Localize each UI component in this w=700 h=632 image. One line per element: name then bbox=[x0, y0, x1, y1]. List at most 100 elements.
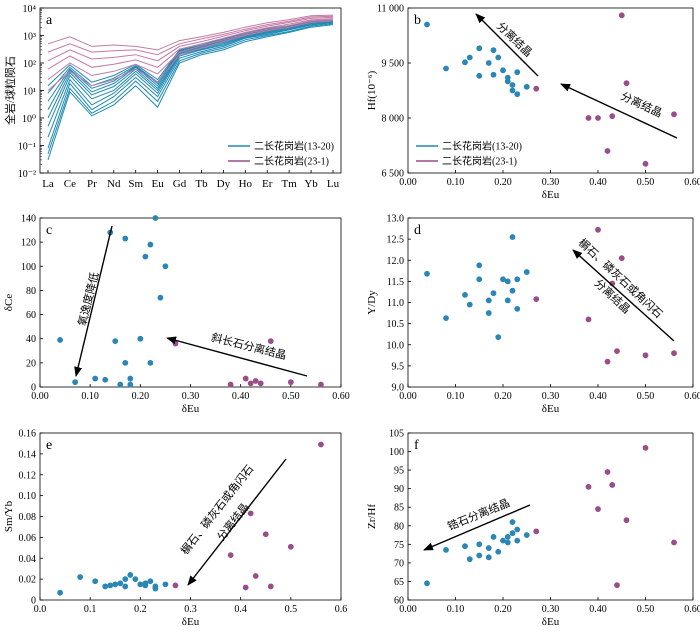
data-point-13-20 bbox=[462, 543, 468, 550]
x-category-label: Sm bbox=[128, 178, 143, 190]
data-point-13-20 bbox=[504, 278, 511, 285]
data-point-23-1 bbox=[614, 348, 620, 354]
y-tick-label: 13.0 bbox=[387, 214, 405, 225]
data-point-13-20 bbox=[152, 215, 159, 221]
panel-label: c bbox=[46, 223, 52, 238]
x-tick-label: 0.60 bbox=[332, 391, 350, 402]
series-line-23-1 bbox=[47, 14, 334, 51]
data-point-13-20 bbox=[137, 581, 144, 588]
data-point-13-20 bbox=[147, 578, 154, 585]
series-line-13-20 bbox=[47, 23, 334, 154]
data-point-13-20 bbox=[112, 338, 119, 345]
data-point-13-20 bbox=[424, 21, 430, 28]
data-point-13-20 bbox=[122, 359, 129, 366]
y-tick-label: 120 bbox=[21, 238, 36, 249]
x-tick-label: 0.4 bbox=[234, 604, 247, 615]
data-point-13-20 bbox=[476, 541, 483, 548]
data-point-13-20 bbox=[152, 585, 159, 592]
data-point-23-1 bbox=[257, 380, 264, 387]
data-point-13-20 bbox=[57, 337, 63, 343]
data-point-13-20 bbox=[92, 578, 99, 585]
y-axis-label: Y/Dy bbox=[366, 290, 378, 315]
x-tick-label: 0.00 bbox=[399, 391, 417, 402]
data-point-23-1 bbox=[252, 573, 259, 579]
data-point-13-20 bbox=[147, 241, 154, 248]
y-tick-label: 70 bbox=[394, 558, 404, 569]
x-tick-label: 0.00 bbox=[399, 177, 417, 188]
data-point-13-20 bbox=[157, 294, 164, 301]
y-axis-label: Hf(10⁻⁶) bbox=[366, 70, 378, 110]
data-point-13-20 bbox=[495, 548, 502, 555]
x-category-label: Yb bbox=[304, 178, 318, 190]
data-point-23-1 bbox=[618, 255, 625, 262]
data-point-13-20 bbox=[500, 537, 506, 544]
data-point-13-20 bbox=[514, 526, 521, 533]
data-point-13-20 bbox=[509, 519, 516, 525]
x-category-label: Tm bbox=[282, 178, 298, 190]
annotation-label: 分离结晶 bbox=[619, 89, 665, 120]
data-point-13-20 bbox=[466, 301, 473, 308]
data-point-13-20 bbox=[476, 72, 483, 79]
x-tick-label: 0.10 bbox=[447, 177, 465, 188]
data-point-13-20 bbox=[102, 583, 109, 590]
data-point-13-20 bbox=[462, 59, 468, 66]
series-line-13-20 bbox=[47, 20, 334, 102]
x-tick-label: 0.10 bbox=[81, 391, 99, 402]
data-point-13-20 bbox=[476, 262, 483, 269]
y-tick-label: 10.0 bbox=[387, 340, 405, 351]
data-point-13-20 bbox=[127, 375, 134, 382]
x-category-label: Tb bbox=[195, 178, 208, 190]
data-point-13-20 bbox=[122, 235, 129, 242]
series-line-23-1 bbox=[47, 19, 334, 80]
data-point-23-1 bbox=[533, 296, 540, 303]
oxygen-fugacity-arrow bbox=[74, 225, 113, 377]
panel-d: 0.00 0.10 0.20 0.30 0.40 0.50 0.60 9.0 9.5 10.0 10… bbox=[366, 214, 700, 416]
data-point-13-20 bbox=[485, 554, 492, 561]
data-point-13-20 bbox=[485, 60, 492, 66]
data-point-13-20 bbox=[162, 581, 169, 588]
y-tick-label: 12.0 bbox=[387, 256, 405, 267]
data-point-23-1 bbox=[618, 12, 625, 19]
y-tick-label: 100 bbox=[21, 262, 36, 273]
y-tick-label: 40 bbox=[26, 334, 36, 345]
y-tick-label: 20 bbox=[26, 358, 36, 369]
x-category-label: Dy bbox=[217, 178, 231, 190]
y-tick-label: 90 bbox=[394, 484, 404, 495]
y-tick-label: 0.12 bbox=[19, 470, 37, 481]
series-line-13-20 bbox=[47, 20, 334, 110]
y-tick-label: 80 bbox=[394, 521, 404, 532]
y-tick-label: 6 500 bbox=[382, 169, 405, 180]
x-tick-label: 0.5 bbox=[285, 604, 298, 615]
y-axis-label: Zr/Hf bbox=[366, 504, 378, 529]
data-point-13-20 bbox=[500, 276, 506, 283]
y-axis-label: Sm/Yb bbox=[3, 500, 15, 532]
series-line-13-20 bbox=[47, 24, 334, 161]
panel-label: b bbox=[414, 13, 421, 28]
y-tick-label: 75 bbox=[394, 540, 404, 551]
series-line-23-1 bbox=[47, 16, 334, 62]
data-point-23-1 bbox=[585, 316, 592, 323]
data-point-23-1 bbox=[227, 381, 234, 388]
x-tick-label: 0.40 bbox=[232, 391, 250, 402]
data-point-13-20 bbox=[523, 83, 530, 90]
y-tick-label: 0.10 bbox=[19, 491, 37, 502]
data-point-13-20 bbox=[462, 291, 468, 298]
data-point-13-20 bbox=[495, 334, 502, 341]
y-tick-label: 0.08 bbox=[19, 512, 37, 523]
y-tick-label: 85 bbox=[394, 503, 404, 514]
x-tick-label: 0.00 bbox=[399, 604, 417, 615]
data-point-23-1 bbox=[585, 115, 592, 121]
series-line-13-20 bbox=[47, 21, 334, 119]
data-point-13-20 bbox=[127, 572, 134, 578]
panel-b: 0.00 0.10 0.20 0.30 0.40 0.50 0.60 6 500 8 000 9 … bbox=[366, 4, 700, 202]
data-point-23-1 bbox=[287, 379, 294, 386]
data-point-13-20 bbox=[122, 583, 129, 590]
x-tick-label: 0.2 bbox=[134, 604, 147, 615]
panel-a: 10⁻² 10⁻¹ 10⁰ 10¹ 10² 10³ 10⁴ La Ce Pr Nd Sm Eu Gd Tb D… bbox=[3, 4, 342, 190]
data-point-23-1 bbox=[172, 582, 179, 589]
panel-label: a bbox=[46, 13, 53, 28]
x-tick-label: 0.10 bbox=[447, 391, 465, 402]
y-tick-label: 0 bbox=[31, 383, 36, 394]
data-point-23-1 bbox=[614, 582, 620, 589]
